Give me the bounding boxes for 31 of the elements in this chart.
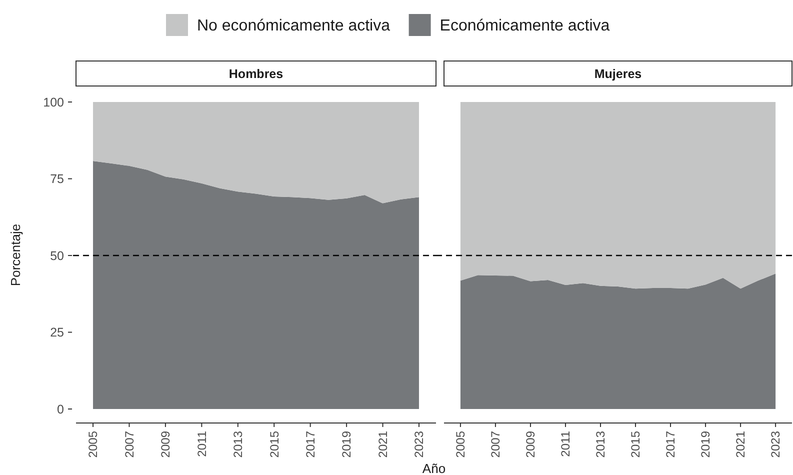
x-tick-label: 2015	[628, 430, 643, 458]
legend-label: Económicamente activa	[440, 18, 610, 35]
y-tick-label: 75	[50, 172, 64, 186]
x-tick-label: 2007	[122, 430, 136, 458]
x-tick-label: 2011	[558, 430, 573, 457]
x-tick-label: 2015	[267, 430, 282, 458]
x-tick-label: 2019	[698, 430, 713, 458]
x-tick-label: 2005	[86, 430, 100, 458]
x-tick-label: 2009	[158, 430, 173, 458]
x-tick-label: 2017	[304, 430, 318, 458]
y-tick-label: 50	[50, 248, 64, 263]
x-tick-label: 2013	[231, 430, 246, 458]
legend-label: No económicamente activa	[197, 18, 390, 35]
x-tick-label: 2023	[768, 430, 783, 458]
x-tick-label: 2021	[376, 430, 390, 458]
chart-title: Mujeres	[594, 67, 642, 81]
x-axis-title: Año	[422, 461, 446, 475]
y-tick-label: 25	[50, 326, 64, 340]
x-tick-label: 2019	[340, 430, 354, 458]
x-tick-label: 2023	[412, 430, 426, 458]
x-tick-label: 2009	[524, 430, 538, 458]
y-axis-title: Porcentaje	[8, 224, 23, 286]
x-tick-label: 2013	[594, 430, 608, 458]
x-tick-label: 2021	[734, 430, 748, 458]
x-tick-label: 2011	[194, 430, 209, 457]
x-tick-label: 2005	[454, 430, 468, 458]
y-tick-label: 0	[57, 402, 64, 416]
x-tick-label: 2017	[664, 430, 678, 458]
chart-title: Hombres	[228, 67, 284, 81]
y-tick-label: 100	[43, 95, 64, 110]
x-tick-label: 2007	[488, 430, 503, 458]
